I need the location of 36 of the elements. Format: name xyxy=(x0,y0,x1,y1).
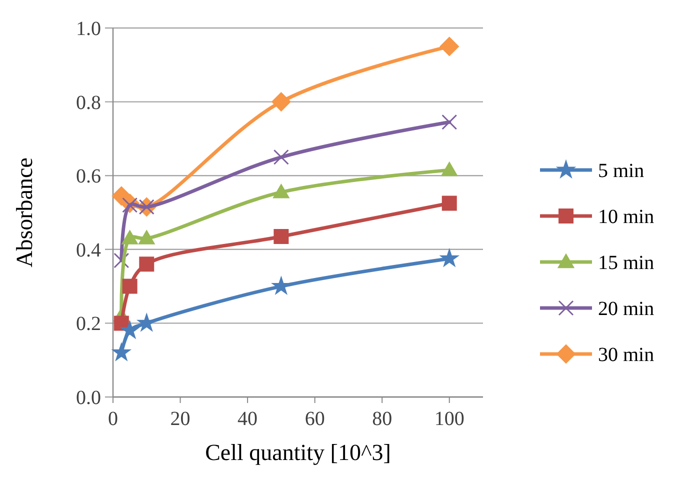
point xyxy=(112,343,131,361)
legend-label: 20 min xyxy=(598,298,654,320)
y-tick-label: 0.6 xyxy=(76,166,101,188)
legend-label: 15 min xyxy=(598,252,654,274)
point xyxy=(440,36,459,56)
y-axis-title: Absorbance xyxy=(12,158,37,268)
x-tick-label: 40 xyxy=(238,408,258,430)
point xyxy=(440,249,459,266)
point xyxy=(272,276,290,294)
point xyxy=(122,230,138,244)
y-tick-label: 1.0 xyxy=(76,18,101,40)
point xyxy=(114,252,130,268)
point xyxy=(272,92,291,112)
point xyxy=(120,320,139,338)
point xyxy=(272,184,290,198)
legend-label: 30 min xyxy=(598,344,654,366)
x-tick-label: 100 xyxy=(434,408,464,430)
x-tick-label: 20 xyxy=(170,408,190,430)
legend-label: 10 min xyxy=(598,206,654,228)
y-tick-label: 0.2 xyxy=(76,313,101,336)
point xyxy=(122,278,138,294)
point xyxy=(441,162,458,176)
point xyxy=(442,114,458,130)
point xyxy=(273,149,289,165)
x-tick-label: 60 xyxy=(304,408,325,430)
y-tick-label: 0.0 xyxy=(76,387,101,409)
x-tick-label: 0 xyxy=(108,408,118,430)
legend-label: 5 min xyxy=(598,160,644,182)
point xyxy=(274,228,289,244)
point xyxy=(139,256,154,272)
y-tick-label: 0.4 xyxy=(76,239,101,262)
x-axis-title: Cell quantity [10^3] xyxy=(205,440,391,465)
point xyxy=(442,196,457,211)
x-tick-label: 80 xyxy=(372,408,392,430)
y-tick-label: 0.8 xyxy=(76,92,101,114)
point xyxy=(138,230,155,244)
